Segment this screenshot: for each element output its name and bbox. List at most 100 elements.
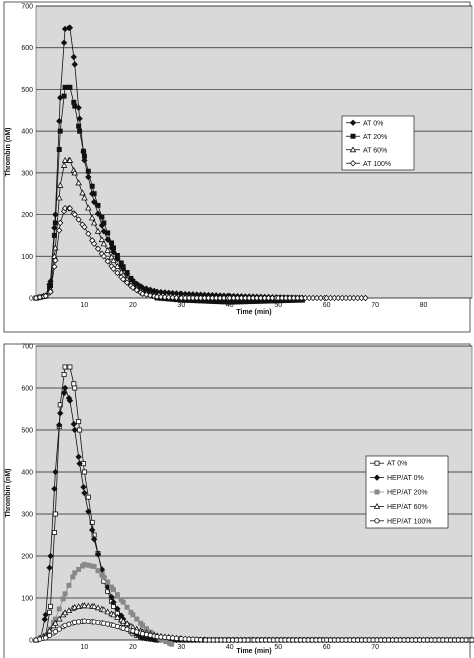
data-point xyxy=(56,181,64,188)
data-point xyxy=(57,128,63,134)
data-point xyxy=(90,219,98,226)
data-point xyxy=(75,453,82,461)
legend-marker xyxy=(349,160,357,167)
data-point xyxy=(85,602,92,609)
data-point xyxy=(85,168,91,174)
data-point xyxy=(61,156,69,163)
legend-marker xyxy=(373,474,381,481)
x-tick-label: 30 xyxy=(177,302,185,309)
data-point xyxy=(70,420,77,428)
data-point xyxy=(51,263,58,270)
x-tick-label: 10 xyxy=(81,302,89,309)
data-point xyxy=(100,240,108,247)
data-point xyxy=(85,494,91,500)
y-tick-label: 600 xyxy=(21,45,33,52)
legend-label: HEP/AT 20% xyxy=(387,490,428,497)
y-tick-label: 200 xyxy=(21,212,33,219)
data-point xyxy=(469,637,474,643)
data-point xyxy=(48,603,54,609)
data-point xyxy=(71,61,78,68)
y-tick-label: 600 xyxy=(21,386,33,393)
legend-label: AT 0% xyxy=(387,461,407,468)
data-point xyxy=(114,613,121,620)
data-point xyxy=(140,622,146,628)
data-point xyxy=(90,602,98,609)
data-point xyxy=(76,123,82,129)
data-point xyxy=(51,530,57,535)
x-tick-label: 20 xyxy=(129,644,137,651)
data-point xyxy=(75,216,82,223)
data-point xyxy=(85,230,92,237)
data-point xyxy=(85,204,92,211)
data-point xyxy=(66,156,74,163)
legend-label: AT 0% xyxy=(363,120,383,127)
data-point xyxy=(77,128,83,134)
legend-marker xyxy=(349,119,357,126)
data-point xyxy=(80,148,86,154)
data-point xyxy=(56,421,63,429)
data-point xyxy=(52,257,59,264)
data-point xyxy=(147,635,154,643)
data-point xyxy=(72,385,78,391)
y-tick-label: 500 xyxy=(21,428,33,435)
y-tick-label: 400 xyxy=(21,129,33,136)
data-point xyxy=(66,24,74,31)
legend-label: HEP/AT 100% xyxy=(387,518,432,525)
legend: AT 0% AT 20% AT 60% AT 100% xyxy=(341,115,415,171)
y-tick-label: 200 xyxy=(21,554,33,561)
data-point xyxy=(52,511,58,517)
legend-marker xyxy=(349,146,357,153)
data-point xyxy=(108,593,115,601)
data-point xyxy=(95,202,101,208)
data-point xyxy=(153,293,161,300)
y-tick-label: 300 xyxy=(21,170,33,177)
chart-1: 0 100 200 300 400 500 600 700 10 20 30 40 50 60 70 80 Th… xyxy=(3,1,473,333)
data-point xyxy=(139,634,146,642)
data-point xyxy=(157,293,165,301)
data-point xyxy=(120,599,126,605)
data-point xyxy=(124,270,130,276)
data-point xyxy=(147,292,154,299)
data-point xyxy=(57,402,63,408)
chart-2: 0 100 200 300 400 500 600 700 10 20 30 40 50 60 70 Thro… xyxy=(3,344,474,658)
data-point xyxy=(60,389,68,397)
data-point xyxy=(161,293,169,301)
data-point xyxy=(114,252,120,258)
x-tick-label: 50 xyxy=(274,644,282,651)
data-point xyxy=(56,147,62,152)
data-point xyxy=(123,620,131,627)
data-point xyxy=(52,468,59,476)
x-tick-label: 70 xyxy=(371,644,379,651)
data-point xyxy=(90,536,98,543)
legend-marker xyxy=(374,460,380,466)
data-point xyxy=(81,223,88,231)
data-point xyxy=(94,210,102,217)
data-point xyxy=(100,228,107,235)
data-point xyxy=(66,205,74,212)
data-point xyxy=(91,564,97,569)
data-point xyxy=(47,552,54,560)
data-point xyxy=(114,592,120,598)
data-point xyxy=(76,460,83,467)
y-axis-label: Thrombin (nM) xyxy=(5,469,12,518)
data-point xyxy=(70,574,76,580)
data-point xyxy=(61,372,67,378)
legend-label: AT 60% xyxy=(363,147,387,154)
y-tick-label: 700 xyxy=(21,4,33,11)
legend-label: AT 20% xyxy=(363,134,387,141)
data-point xyxy=(100,606,108,613)
data-point xyxy=(76,566,82,572)
data-point xyxy=(66,582,72,588)
data-point xyxy=(124,604,130,610)
data-point xyxy=(104,247,111,253)
data-point xyxy=(104,258,111,265)
data-point xyxy=(120,264,126,270)
data-point xyxy=(71,169,79,176)
data-point xyxy=(42,611,49,618)
data-point xyxy=(56,227,63,234)
data-point xyxy=(91,191,97,197)
data-point xyxy=(52,619,59,626)
data-point xyxy=(81,194,88,201)
data-point xyxy=(55,615,63,622)
data-point xyxy=(143,635,150,642)
